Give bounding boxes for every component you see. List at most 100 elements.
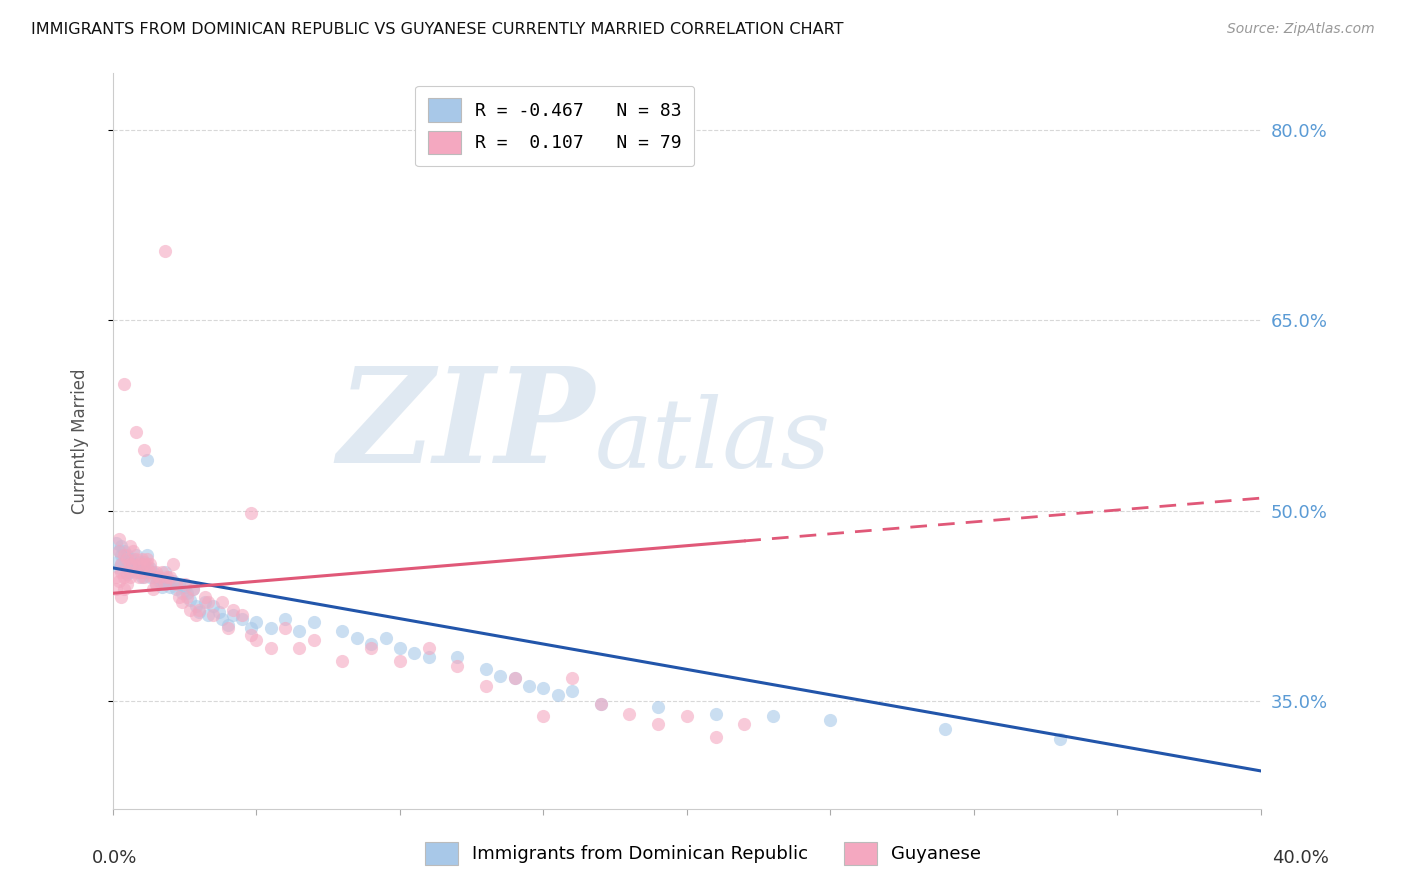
Point — [107, 574, 129, 588]
Point — [136, 453, 159, 467]
Point — [139, 557, 162, 571]
Text: 0.0%: 0.0% — [91, 849, 136, 867]
Point — [302, 633, 325, 648]
Point — [260, 640, 283, 655]
Point — [167, 590, 190, 604]
Point — [125, 561, 148, 575]
Point — [239, 506, 262, 520]
Point — [260, 621, 283, 635]
Point — [211, 612, 233, 626]
Point — [489, 669, 512, 683]
Point — [112, 544, 135, 558]
Point — [704, 706, 727, 721]
Point — [194, 595, 217, 609]
Point — [159, 580, 181, 594]
Point — [134, 557, 156, 571]
Y-axis label: Currently Married: Currently Married — [72, 368, 89, 514]
Point — [181, 582, 204, 597]
Point — [136, 548, 159, 562]
Point — [142, 565, 165, 579]
Point — [170, 586, 193, 600]
Point — [733, 717, 755, 731]
Point — [217, 621, 239, 635]
Point — [404, 646, 426, 660]
Point — [136, 552, 159, 566]
Point — [239, 621, 262, 635]
Point — [107, 544, 129, 558]
Point — [197, 595, 219, 609]
Point — [222, 603, 245, 617]
Point — [120, 557, 142, 571]
Point — [202, 599, 225, 613]
Point — [145, 577, 167, 591]
Point — [153, 577, 176, 591]
Point — [115, 548, 138, 562]
Point — [112, 570, 135, 584]
Point — [374, 631, 396, 645]
Point — [197, 607, 219, 622]
Point — [288, 624, 311, 639]
Point — [150, 580, 173, 594]
Text: IMMIGRANTS FROM DOMINICAN REPUBLIC VS GUYANESE CURRENTLY MARRIED CORRELATION CHA: IMMIGRANTS FROM DOMINICAN REPUBLIC VS GU… — [31, 22, 844, 37]
Point — [531, 709, 554, 723]
Point — [211, 595, 233, 609]
Point — [104, 582, 127, 597]
Point — [122, 544, 145, 558]
Point — [173, 580, 195, 594]
Point — [134, 570, 156, 584]
Point — [104, 570, 127, 584]
Point — [647, 717, 669, 731]
Point — [134, 565, 156, 579]
Point — [115, 561, 138, 575]
Point — [173, 577, 195, 591]
Point — [125, 565, 148, 579]
Point — [122, 552, 145, 566]
Point — [188, 603, 211, 617]
Point — [156, 570, 179, 584]
Point — [139, 565, 162, 579]
Point — [202, 607, 225, 622]
Point — [245, 615, 267, 630]
Point — [110, 590, 132, 604]
Point — [110, 557, 132, 571]
Point — [676, 709, 699, 723]
Text: 40.0%: 40.0% — [1272, 849, 1329, 867]
Point — [162, 574, 184, 588]
Point — [150, 565, 173, 579]
Point — [125, 548, 148, 562]
Point — [188, 605, 211, 619]
Point — [208, 605, 231, 619]
Point — [153, 244, 176, 258]
Point — [274, 612, 297, 626]
Point — [619, 706, 641, 721]
Point — [176, 590, 198, 604]
Point — [131, 552, 153, 566]
Point — [128, 557, 150, 571]
Point — [115, 577, 138, 591]
Point — [176, 586, 198, 600]
Point — [107, 532, 129, 546]
Point — [120, 539, 142, 553]
Point — [531, 681, 554, 696]
Point — [115, 552, 138, 566]
Point — [120, 570, 142, 584]
Point — [288, 640, 311, 655]
Point — [231, 612, 253, 626]
Point — [762, 709, 785, 723]
Point — [131, 565, 153, 579]
Point — [120, 552, 142, 566]
Point — [418, 640, 440, 655]
Point — [110, 539, 132, 553]
Point — [139, 561, 162, 575]
Point — [245, 633, 267, 648]
Point — [104, 535, 127, 549]
Point — [231, 607, 253, 622]
Point — [136, 561, 159, 575]
Point — [179, 603, 201, 617]
Point — [170, 595, 193, 609]
Point — [561, 671, 583, 685]
Point — [165, 577, 187, 591]
Point — [156, 574, 179, 588]
Point — [418, 649, 440, 664]
Point — [647, 700, 669, 714]
